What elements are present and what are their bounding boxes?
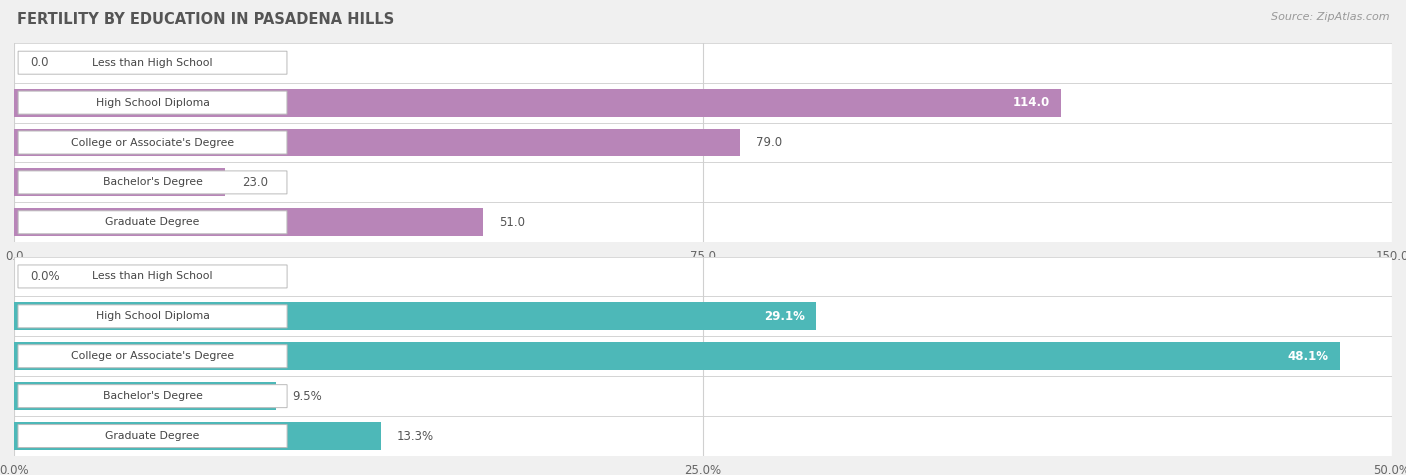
Text: 13.3%: 13.3% [396, 429, 434, 443]
FancyBboxPatch shape [18, 131, 287, 154]
Text: Graduate Degree: Graduate Degree [105, 217, 200, 228]
Text: 29.1%: 29.1% [763, 310, 806, 323]
Bar [14, 209, 482, 236]
Bar [14, 382, 276, 410]
FancyBboxPatch shape [18, 425, 287, 447]
Text: 48.1%: 48.1% [1288, 350, 1329, 363]
Text: Less than High School: Less than High School [93, 271, 212, 282]
Text: 79.0: 79.0 [756, 136, 782, 149]
Text: 51.0: 51.0 [499, 216, 524, 229]
Text: 114.0: 114.0 [1012, 96, 1050, 109]
Text: Graduate Degree: Graduate Degree [105, 431, 200, 441]
Bar [14, 202, 1392, 242]
Text: 0.0: 0.0 [31, 56, 49, 69]
FancyBboxPatch shape [18, 171, 287, 194]
Text: High School Diploma: High School Diploma [96, 311, 209, 322]
Text: High School Diploma: High School Diploma [96, 97, 209, 108]
Text: Less than High School: Less than High School [93, 57, 212, 68]
Text: Source: ZipAtlas.com: Source: ZipAtlas.com [1271, 12, 1389, 22]
Text: 9.5%: 9.5% [292, 390, 322, 403]
Text: 23.0: 23.0 [242, 176, 269, 189]
FancyBboxPatch shape [18, 265, 287, 288]
Bar [14, 303, 815, 330]
Bar [14, 43, 1392, 83]
Bar [14, 162, 1392, 202]
Text: College or Associate's Degree: College or Associate's Degree [70, 351, 235, 361]
FancyBboxPatch shape [18, 385, 287, 408]
Bar [14, 336, 1392, 376]
Bar [14, 89, 1062, 116]
Bar [14, 129, 740, 156]
Bar [14, 256, 1392, 296]
Bar [14, 422, 381, 450]
Bar [14, 376, 1392, 416]
Bar [14, 342, 1340, 370]
Bar [14, 123, 1392, 162]
Bar [14, 83, 1392, 123]
FancyBboxPatch shape [18, 91, 287, 114]
Bar [14, 169, 225, 196]
FancyBboxPatch shape [18, 345, 287, 368]
Text: College or Associate's Degree: College or Associate's Degree [70, 137, 235, 148]
FancyBboxPatch shape [18, 305, 287, 328]
FancyBboxPatch shape [18, 51, 287, 74]
FancyBboxPatch shape [18, 211, 287, 234]
Bar [14, 416, 1392, 456]
Text: 0.0%: 0.0% [31, 270, 60, 283]
Text: FERTILITY BY EDUCATION IN PASADENA HILLS: FERTILITY BY EDUCATION IN PASADENA HILLS [17, 12, 394, 27]
Text: Bachelor's Degree: Bachelor's Degree [103, 177, 202, 188]
Text: Bachelor's Degree: Bachelor's Degree [103, 391, 202, 401]
Bar [14, 296, 1392, 336]
